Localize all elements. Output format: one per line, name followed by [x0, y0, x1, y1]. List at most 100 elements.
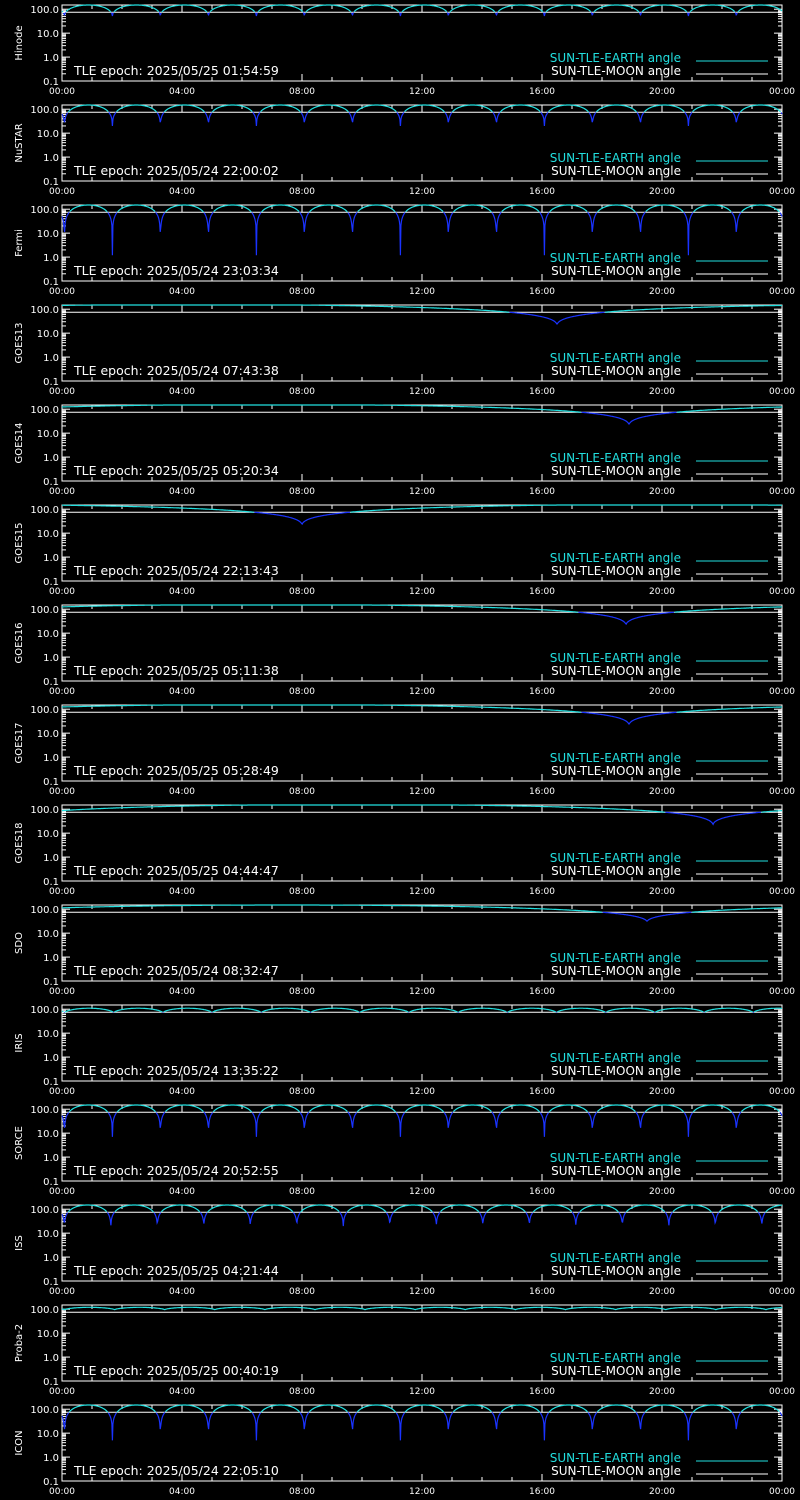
x-tick-label: 20:00 — [649, 987, 675, 997]
x-tick-label: 00:00 — [769, 687, 795, 697]
tle-epoch-label: TLE epoch: 2025/05/24 08:32:47 — [73, 963, 279, 978]
x-tick-label: 00:00 — [769, 587, 795, 597]
x-tick-label: 20:00 — [649, 787, 675, 797]
legend-moon-label: SUN-TLE-MOON angle — [551, 164, 681, 178]
x-tick-label: 04:00 — [169, 587, 195, 597]
x-tick-label: 08:00 — [289, 687, 315, 697]
series-earth-dip — [206, 12, 211, 17]
series-earth-dip — [683, 212, 694, 256]
series-earth-dip — [779, 1412, 783, 1417]
x-tick-label: 04:00 — [169, 1387, 195, 1397]
y-tick-label: 100.0 — [30, 905, 59, 916]
legend-earth-label: SUN-TLE-EARTH angle — [550, 1151, 681, 1165]
y-tick-label: 100.0 — [30, 705, 59, 716]
series-earth-line — [765, 1204, 783, 1213]
x-tick-label: 20:00 — [649, 287, 675, 297]
x-tick-label: 16:00 — [529, 1087, 555, 1097]
series-earth-dip — [602, 911, 692, 922]
series-earth-line — [356, 1104, 397, 1113]
x-tick-label: 08:00 — [289, 1287, 315, 1297]
tle-epoch-label: TLE epoch: 2025/05/25 00:40:19 — [73, 1363, 279, 1378]
x-tick-label: 20:00 — [649, 487, 675, 497]
series-earth-line — [692, 907, 782, 913]
series-earth-line — [645, 204, 684, 213]
y-tick-label: 10.0 — [37, 1229, 59, 1240]
y-axis-label: NuSTAR — [14, 123, 25, 162]
series-earth-line — [65, 4, 112, 13]
x-tick-label: 08:00 — [289, 1187, 315, 1197]
series-earth-line — [212, 1404, 253, 1413]
x-tick-label: 12:00 — [409, 787, 435, 797]
series-earth-dip — [155, 1111, 166, 1128]
y-tick-label: 0.1 — [43, 277, 59, 288]
series-earth-line — [693, 204, 732, 213]
series-earth-line — [692, 104, 734, 113]
series-earth-dip — [581, 711, 677, 725]
y-tick-label: 1.0 — [43, 453, 59, 464]
series-earth-line — [357, 204, 396, 213]
x-tick-label: 00:00 — [769, 187, 795, 197]
x-tick-label: 00:00 — [769, 787, 795, 797]
tle-epoch-label: TLE epoch: 2025/05/25 05:28:49 — [73, 763, 279, 778]
series-earth-line — [116, 1104, 157, 1113]
tle-epoch-label: TLE epoch: 2025/05/25 05:20:34 — [73, 463, 279, 478]
series-earth-dip — [752, 1011, 755, 1014]
x-tick-label: 12:00 — [409, 1287, 435, 1297]
series-earth-line — [595, 104, 637, 113]
series-earth-dip — [571, 1211, 580, 1225]
y-tick-label: 1.0 — [43, 653, 59, 664]
x-tick-label: 04:00 — [169, 987, 195, 997]
series-earth-dip — [246, 1212, 255, 1224]
series-earth-dip — [492, 112, 501, 123]
legend-moon-label: SUN-TLE-MOON angle — [551, 1064, 681, 1078]
series-earth-dip — [732, 112, 741, 123]
series-earth-line — [452, 204, 492, 213]
series-earth-line — [507, 1007, 557, 1013]
series-earth-line — [548, 1104, 589, 1113]
series-earth-dip — [251, 212, 262, 256]
series-earth-line — [405, 204, 444, 213]
y-tick-label: 100.0 — [30, 605, 59, 616]
y-tick-label: 10.0 — [37, 529, 59, 540]
series-earth-dip — [204, 112, 213, 123]
series-earth-line — [737, 4, 783, 13]
y-tick-label: 0.1 — [43, 777, 59, 788]
legend-moon-label: SUN-TLE-MOON angle — [551, 964, 681, 978]
x-tick-label: 08:00 — [289, 87, 315, 97]
x-tick-label: 04:00 — [169, 387, 195, 397]
x-tick-label: 00:00 — [769, 1187, 795, 1197]
y-axis-label: SDO — [14, 932, 25, 954]
series-earth-line — [164, 1404, 204, 1413]
tle-epoch-label: TLE epoch: 2025/05/24 13:35:22 — [73, 1063, 279, 1078]
x-tick-label: 20:00 — [649, 887, 675, 897]
x-tick-label: 04:00 — [169, 787, 195, 797]
y-tick-label: 10.0 — [37, 1329, 59, 1340]
y-axis-label: GOES13 — [14, 322, 25, 363]
legend-earth-label: SUN-TLE-EARTH angle — [550, 551, 681, 565]
x-tick-label: 00:00 — [49, 1187, 75, 1197]
series-earth-line — [451, 104, 493, 113]
series-earth-line — [62, 804, 665, 813]
series-earth-dip — [254, 511, 351, 526]
series-earth-dip — [107, 1112, 117, 1137]
legend-earth-label: SUN-TLE-EARTH angle — [550, 1051, 681, 1065]
series-earth-line — [67, 1204, 108, 1213]
y-tick-label: 1.0 — [43, 1353, 59, 1364]
y-tick-label: 1.0 — [43, 853, 59, 864]
x-tick-label: 12:00 — [409, 187, 435, 197]
y-tick-label: 100.0 — [30, 805, 59, 816]
x-tick-label: 12:00 — [409, 287, 435, 297]
legend-earth-label: SUN-TLE-EARTH angle — [550, 51, 681, 65]
x-tick-label: 00:00 — [769, 87, 795, 97]
x-tick-label: 12:00 — [409, 487, 435, 497]
tle-epoch-label: TLE epoch: 2025/05/24 07:43:38 — [73, 363, 279, 378]
x-tick-label: 04:00 — [169, 487, 195, 497]
x-tick-label: 12:00 — [409, 987, 435, 997]
series-earth-dip — [155, 1412, 166, 1430]
series-earth-line — [64, 1007, 114, 1013]
tle-epoch-label: TLE epoch: 2025/05/25 01:54:59 — [73, 63, 279, 78]
y-axis-label: GOES16 — [14, 622, 25, 663]
x-tick-label: 12:00 — [409, 1087, 435, 1097]
series-earth-line — [61, 1010, 64, 1013]
legend-earth-label: SUN-TLE-EARTH angle — [550, 1451, 681, 1465]
